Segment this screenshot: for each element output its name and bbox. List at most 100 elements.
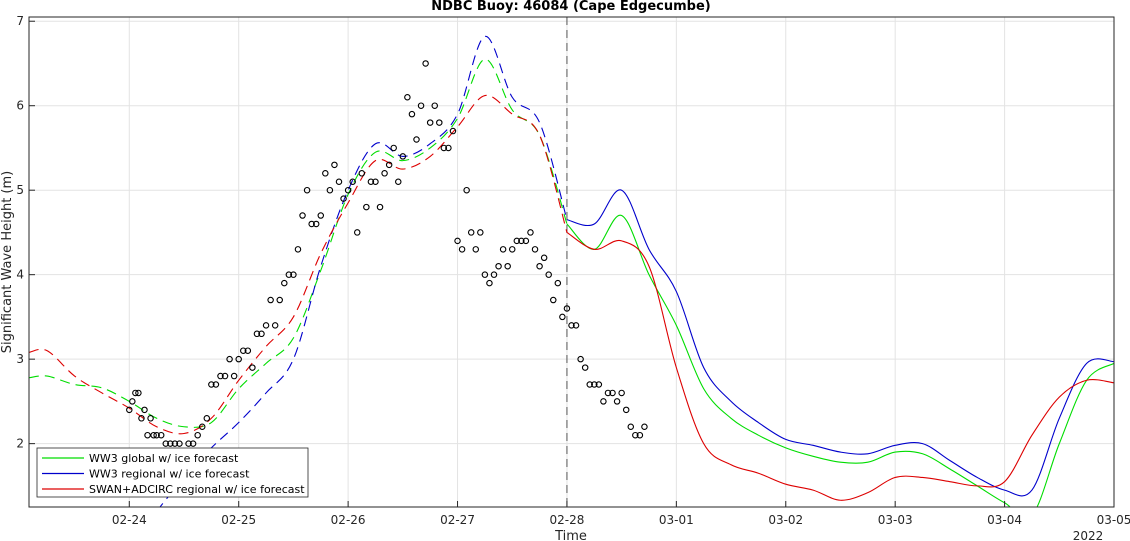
observation-point xyxy=(568,322,575,329)
observation-point xyxy=(581,364,589,371)
observation-point xyxy=(235,355,242,363)
swan-adcirc-forecast-line xyxy=(566,231,1114,501)
observation-point xyxy=(632,431,639,439)
y-tick-label: 5 xyxy=(16,183,24,197)
observation-point xyxy=(253,330,261,338)
observation-point xyxy=(536,262,543,270)
observation-point xyxy=(399,153,407,160)
observation-point xyxy=(308,220,315,228)
observation-point xyxy=(303,186,311,194)
observation-point xyxy=(486,279,493,287)
observation-point xyxy=(436,119,443,126)
observation-point xyxy=(477,229,484,236)
observation-point xyxy=(285,271,293,278)
swan-adcirc-hindcast-line xyxy=(29,94,568,435)
legend-label: WW3 regional w/ ice forecast xyxy=(89,468,250,481)
observation-point xyxy=(344,186,352,194)
observation-point xyxy=(559,313,566,321)
observation-point xyxy=(408,110,416,118)
observation-point xyxy=(381,170,388,177)
observation-point xyxy=(144,431,151,439)
observation-point xyxy=(376,203,384,211)
observation-point xyxy=(563,305,571,312)
observation-point xyxy=(290,271,297,278)
observation-point xyxy=(281,279,288,287)
observation-point xyxy=(495,262,502,270)
chart-title: NDBC Buoy: 46084 (Cape Edgecumbe) xyxy=(431,0,710,14)
observation-point xyxy=(358,170,366,177)
observation-point xyxy=(385,161,393,169)
observation-point xyxy=(208,381,215,388)
observation-point xyxy=(641,423,648,430)
observation-point xyxy=(194,431,201,439)
observation-point xyxy=(600,398,607,405)
observation-point xyxy=(267,296,274,304)
observation-point xyxy=(240,347,247,354)
observation-point xyxy=(372,178,379,185)
observation-point xyxy=(141,406,148,414)
observation-point xyxy=(262,322,270,329)
observation-point xyxy=(135,389,142,397)
observation-point xyxy=(171,440,179,447)
ww3-regional-hindcast-line xyxy=(159,35,568,507)
observation-point xyxy=(454,237,461,245)
observation-point xyxy=(490,271,498,278)
observation-point xyxy=(604,389,612,397)
observation-point xyxy=(431,102,438,109)
x-tick-label: 02-25 xyxy=(221,513,256,527)
observation-point xyxy=(132,389,139,397)
grid xyxy=(29,17,1115,507)
observation-point xyxy=(572,322,580,329)
observation-point xyxy=(404,94,411,101)
observation-point xyxy=(513,237,521,245)
observation-point xyxy=(176,440,183,447)
x-tick-label: 03-04 xyxy=(987,513,1022,527)
x-axis-label: Time xyxy=(554,529,587,541)
observation-point xyxy=(395,178,402,185)
observation-point xyxy=(426,119,434,126)
observation-point xyxy=(618,389,625,397)
observation-point xyxy=(467,229,475,236)
observation-point xyxy=(527,229,534,236)
observation-point xyxy=(518,237,525,245)
observation-point xyxy=(440,144,448,152)
observation-point xyxy=(449,127,457,135)
x-tick-label: 02-24 xyxy=(112,513,147,527)
observation-point xyxy=(258,330,265,338)
ticks: 02-24 02-25 02-26 02-27 02-28 03-01 03-02 03-03… xyxy=(16,14,1130,527)
observation-point xyxy=(591,381,598,388)
observation-point xyxy=(463,186,470,194)
observation-point xyxy=(312,220,320,228)
observation-point xyxy=(217,372,224,380)
observation-point xyxy=(226,355,233,363)
observation-point xyxy=(167,440,174,447)
observation-point xyxy=(322,170,329,177)
observation-point xyxy=(508,246,516,253)
y-tick-label: 6 xyxy=(16,99,24,113)
observation-point xyxy=(363,203,370,211)
observation-point xyxy=(157,431,165,439)
observation-point xyxy=(577,355,584,363)
x-tick-label: 03-02 xyxy=(768,513,803,527)
observation-point xyxy=(390,144,397,152)
x-tick-label: 02-27 xyxy=(440,513,475,527)
observation-point xyxy=(203,415,211,422)
observation-point xyxy=(613,398,621,405)
x-tick-label: 03-05 xyxy=(1097,513,1130,527)
observation-point xyxy=(162,440,170,447)
observation-point xyxy=(540,254,548,262)
observation-point xyxy=(221,372,229,380)
x-tick-label: 02-26 xyxy=(331,513,366,527)
observation-point xyxy=(271,322,279,329)
observation-point xyxy=(212,381,220,388)
axes-box xyxy=(28,16,1115,508)
x-tick-label: 02-28 xyxy=(550,513,585,527)
observation-point xyxy=(367,178,375,185)
x-axis-year-label: 2022 xyxy=(1073,529,1104,541)
observation-point xyxy=(458,246,466,253)
observation-point xyxy=(249,364,256,371)
ww3-global-hindcast-line xyxy=(29,58,568,428)
observation-point xyxy=(481,271,489,278)
observation-point xyxy=(622,406,630,414)
